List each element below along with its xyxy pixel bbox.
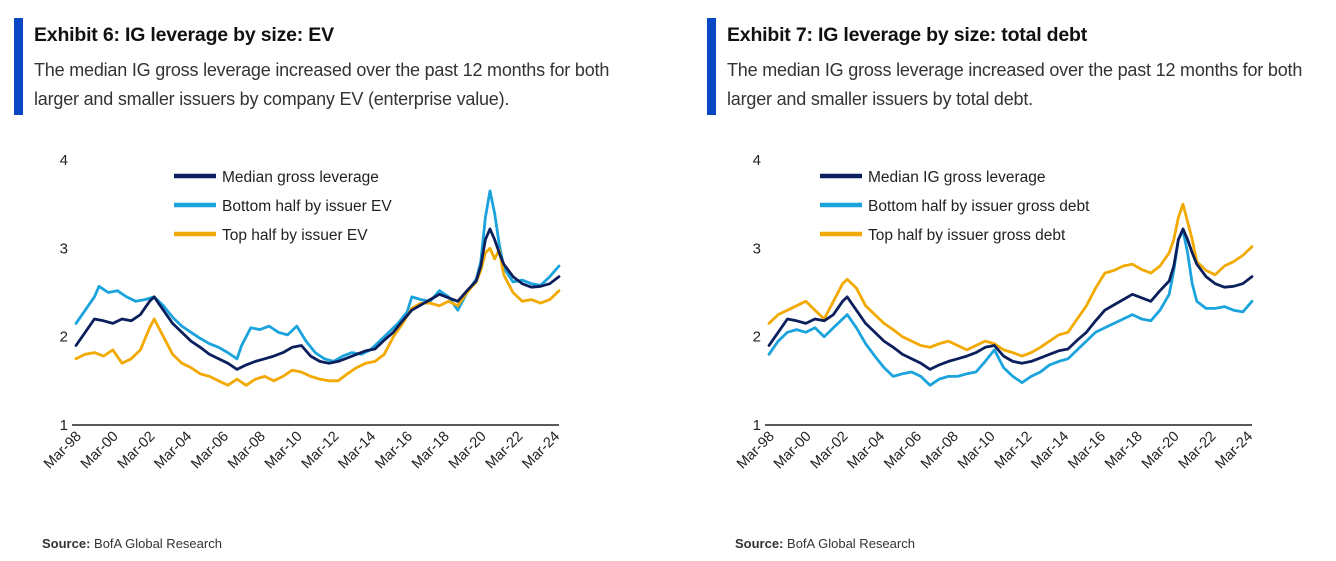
x-tick-label: Mar-06 bbox=[881, 429, 925, 473]
x-tick-label: Mar-16 bbox=[1065, 429, 1109, 473]
y-tick-label: 2 bbox=[60, 329, 68, 346]
x-tick-label: Mar-04 bbox=[151, 429, 195, 473]
legend-label: Top half by issuer EV bbox=[222, 227, 368, 244]
exhibit-6: Exhibit 6: IG leverage by size: EV The m… bbox=[14, 0, 634, 561]
line-chart-total-debt: 1 2 3 4 Mar-98Mar-00Mar-02Mar-04Mar-06Mar-08… bbox=[734, 152, 1256, 473]
x-tick-label: Mar-02 bbox=[808, 429, 852, 473]
x-tick-label: Mar-18 bbox=[1102, 429, 1146, 473]
exhibit-title: Exhibit 7: IG leverage by size: total de… bbox=[727, 24, 1088, 46]
x-tick-label: Mar-10 bbox=[262, 429, 306, 473]
series-line-median-ig-gross-leverage bbox=[767, 227, 1254, 371]
y-tick-label: 1 bbox=[60, 417, 68, 434]
x-tick-label: Mar-98 bbox=[734, 429, 778, 473]
legend-label: Top half by issuer gross debt bbox=[868, 227, 1066, 244]
exhibit-title: Exhibit 6: IG leverage by size: EV bbox=[34, 24, 334, 46]
y-tick-label: 1 bbox=[753, 417, 761, 434]
x-tick-label: Mar-04 bbox=[844, 429, 888, 473]
x-tick-label: Mar-12 bbox=[992, 429, 1036, 473]
x-tick-label: Mar-24 bbox=[1212, 429, 1256, 473]
source-note: Source: BofA Global Research bbox=[42, 536, 222, 551]
exhibit-7: Exhibit 7: IG leverage by size: total de… bbox=[707, 0, 1327, 561]
x-tick-label: Mar-00 bbox=[78, 429, 122, 473]
y-tick-label: 2 bbox=[753, 329, 761, 346]
x-tick-label: Mar-14 bbox=[335, 429, 379, 473]
x-tick-label: Mar-20 bbox=[1139, 429, 1183, 473]
x-tick-label: Mar-20 bbox=[446, 429, 490, 473]
series-line-bottom-half-by-issuer-ev bbox=[74, 189, 561, 363]
x-tick-label: Mar-24 bbox=[519, 429, 563, 473]
x-tick-label: Mar-08 bbox=[918, 429, 962, 473]
legend-label: Median gross leverage bbox=[222, 169, 379, 186]
x-tick-label: Mar-98 bbox=[41, 429, 85, 473]
source-text: BofA Global Research bbox=[94, 536, 222, 551]
source-text: BofA Global Research bbox=[787, 536, 915, 551]
series-line-top-half-by-issuer-gross-debt bbox=[767, 202, 1254, 358]
source-note: Source: BofA Global Research bbox=[735, 536, 915, 551]
line-chart-ev: 1 2 3 4 Mar-98Mar-00Mar-02Mar-04Mar-06Mar-08… bbox=[41, 152, 563, 473]
exhibit-subtitle: The median IG gross leverage increased o… bbox=[727, 60, 1303, 109]
x-tick-label: Mar-14 bbox=[1028, 429, 1072, 473]
series-line-median-gross-leverage bbox=[74, 227, 561, 371]
source-label: Source: bbox=[42, 536, 91, 551]
source-label: Source: bbox=[735, 536, 784, 551]
series-line-top-half-by-issuer-ev bbox=[74, 246, 561, 387]
y-tick-label: 3 bbox=[753, 240, 761, 257]
exhibit-subtitle: The median IG gross leverage increased o… bbox=[34, 60, 610, 109]
legend-label: Bottom half by issuer EV bbox=[222, 198, 392, 215]
y-tick-label: 4 bbox=[753, 152, 761, 169]
x-tick-label: Mar-12 bbox=[299, 429, 343, 473]
x-tick-label: Mar-22 bbox=[483, 429, 527, 473]
x-tick-label: Mar-00 bbox=[771, 429, 815, 473]
legend-label: Bottom half by issuer gross debt bbox=[868, 198, 1090, 215]
x-tick-label: Mar-18 bbox=[409, 429, 453, 473]
series-line-bottom-half-by-issuer-gross-debt bbox=[767, 229, 1254, 387]
x-tick-label: Mar-08 bbox=[225, 429, 269, 473]
legend-label: Median IG gross leverage bbox=[868, 169, 1045, 186]
exhibit-accent-bar bbox=[707, 18, 716, 115]
y-tick-label: 4 bbox=[60, 152, 68, 169]
x-tick-label: Mar-06 bbox=[188, 429, 232, 473]
x-tick-label: Mar-16 bbox=[372, 429, 416, 473]
exhibit-accent-bar bbox=[14, 18, 23, 115]
y-tick-label: 3 bbox=[60, 240, 68, 257]
x-tick-label: Mar-02 bbox=[115, 429, 159, 473]
x-tick-label: Mar-22 bbox=[1176, 429, 1220, 473]
x-tick-label: Mar-10 bbox=[955, 429, 999, 473]
